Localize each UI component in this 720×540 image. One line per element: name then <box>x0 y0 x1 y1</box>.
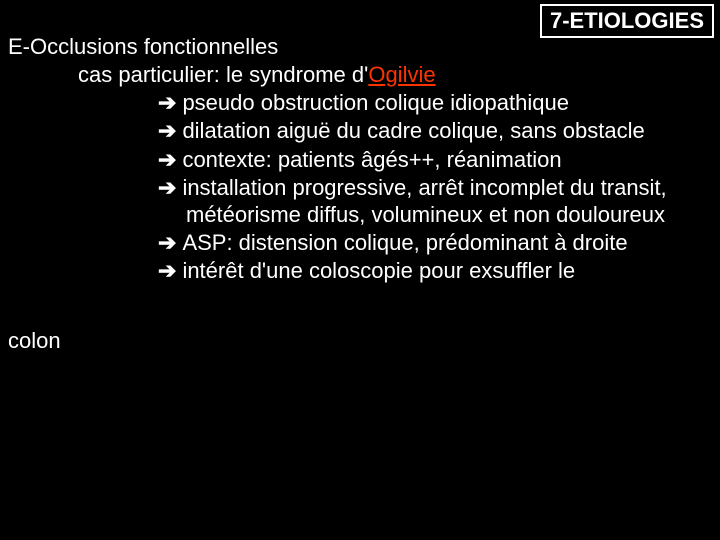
arrow-icon: ➔ <box>158 118 176 143</box>
bullet-text: pseudo obstruction colique idiopathique <box>182 90 569 115</box>
footer-word: colon <box>8 328 61 354</box>
bullet-text: ASP: distension colique, prédominant à d… <box>182 230 627 255</box>
bullet-item: ➔contexte: patients âgés++, réanimation <box>158 147 712 173</box>
bullet-item: ➔intérêt d'une coloscopie pour exsuffler… <box>158 258 712 284</box>
sub-highlight: Ogilvie <box>368 62 435 87</box>
bullet-item: ➔installation progressive, arrêt incompl… <box>158 175 712 228</box>
arrow-icon: ➔ <box>158 230 176 255</box>
bullet-text: installation progressive, arrêt incomple… <box>182 175 666 226</box>
bullet-item: ➔dilatation aiguë du cadre colique, sans… <box>158 118 712 144</box>
bullet-text: intérêt d'une coloscopie pour exsuffler … <box>182 258 575 283</box>
bullet-item: ➔pseudo obstruction colique idiopathique <box>158 90 712 116</box>
arrow-icon: ➔ <box>158 147 176 172</box>
arrow-icon: ➔ <box>158 90 176 115</box>
content-area: E-Occlusions fonctionnelles cas particul… <box>8 34 712 287</box>
arrow-icon: ➔ <box>158 258 176 283</box>
sub-line: cas particulier: le syndrome d'Ogilvie <box>78 62 712 88</box>
header-title: 7-ETIOLOGIES <box>550 8 704 33</box>
header-title-box: 7-ETIOLOGIES <box>540 4 714 38</box>
arrow-icon: ➔ <box>158 175 176 200</box>
bullet-text: dilatation aiguë du cadre colique, sans … <box>182 118 644 143</box>
bullet-text: contexte: patients âgés++, réanimation <box>182 147 561 172</box>
sub-prefix: cas particulier: le syndrome d' <box>78 62 368 87</box>
bullet-item: ➔ASP: distension colique, prédominant à … <box>158 230 712 256</box>
section-title: E-Occlusions fonctionnelles <box>8 34 712 60</box>
